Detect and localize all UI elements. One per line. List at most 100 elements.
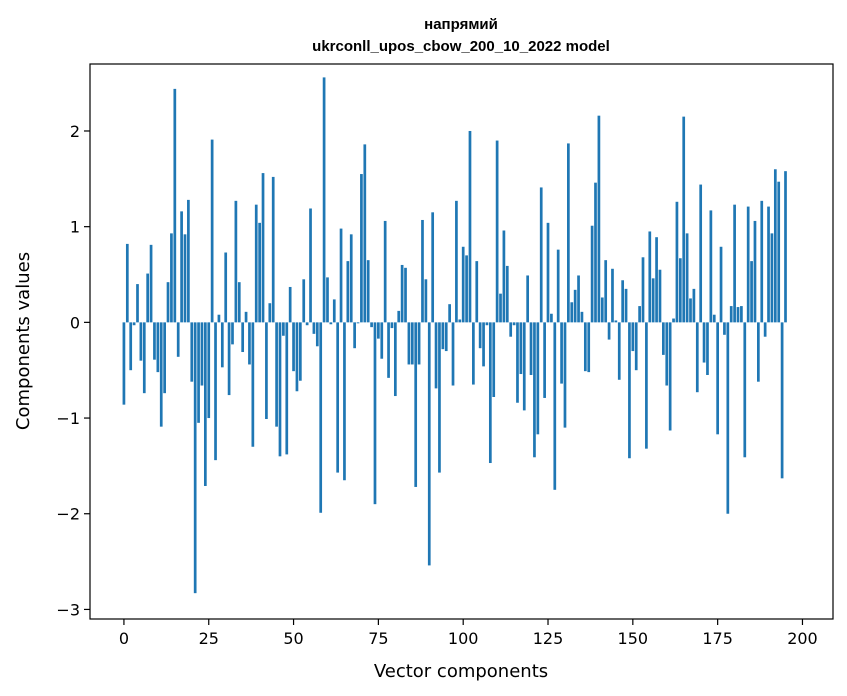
- bar: [332, 299, 336, 323]
- bar: [353, 322, 356, 349]
- bar: [560, 322, 563, 384]
- bar: [360, 174, 363, 323]
- bar: [773, 169, 777, 323]
- bar: [699, 184, 703, 323]
- bar: [309, 208, 312, 323]
- bar: [482, 322, 485, 367]
- bar: [356, 322, 360, 324]
- bar: [326, 277, 329, 323]
- x-axis-ticks: 0 25 50 75 100 125 150 175 200: [119, 619, 818, 648]
- bar: [417, 322, 421, 365]
- bar: [271, 176, 275, 323]
- bar: [159, 322, 163, 427]
- bar: [197, 322, 200, 423]
- bar: [567, 143, 570, 323]
- bar: [227, 322, 231, 396]
- bar: [444, 322, 448, 352]
- bar: [614, 320, 618, 323]
- bar: [407, 322, 411, 365]
- bar: [153, 322, 156, 360]
- bar: [522, 322, 526, 411]
- bar: [397, 310, 401, 323]
- bar: [716, 322, 719, 435]
- y-tick-label: −3: [56, 600, 80, 619]
- bar: [427, 322, 431, 566]
- chart-subtitle: ukrconll_upos_cbow_200_10_2022 model: [312, 38, 610, 55]
- x-tick-label: 125: [533, 629, 564, 648]
- bar: [726, 322, 730, 514]
- bar: [753, 220, 757, 323]
- bar: [187, 199, 190, 323]
- bar: [190, 322, 194, 382]
- bar: [695, 322, 699, 393]
- x-tick-label: 200: [787, 629, 818, 648]
- bar: [533, 322, 536, 458]
- y-tick-label: −2: [56, 505, 80, 524]
- bar: [183, 234, 187, 323]
- bar: [129, 322, 133, 371]
- bar: [455, 200, 458, 323]
- bar: [624, 288, 628, 323]
- bar: [780, 322, 784, 479]
- bar: [505, 265, 509, 323]
- bar: [492, 322, 496, 397]
- bar: [207, 322, 211, 419]
- bar: [712, 314, 716, 323]
- bar: [519, 322, 523, 375]
- bar: [424, 279, 428, 323]
- bar: [156, 322, 160, 373]
- bar: [346, 261, 350, 323]
- bar: [512, 322, 516, 326]
- bar: [556, 249, 560, 323]
- bar: [485, 322, 489, 326]
- bar: [709, 210, 713, 323]
- bar: [539, 187, 543, 323]
- bar: [163, 322, 166, 394]
- bar: [495, 140, 499, 323]
- bar: [692, 288, 696, 323]
- bar: [343, 322, 346, 481]
- bar: [200, 322, 204, 386]
- bar: [662, 322, 665, 355]
- bar: [390, 322, 394, 329]
- bar: [132, 322, 136, 326]
- bar: [305, 322, 309, 326]
- bar: [122, 322, 126, 405]
- chart-title: напрямий: [424, 16, 498, 33]
- bar: [393, 322, 397, 397]
- bar: [760, 200, 764, 323]
- bar: [193, 322, 197, 594]
- bar: [322, 77, 326, 323]
- bar: [553, 322, 557, 490]
- bar: [438, 322, 441, 473]
- bar: [268, 303, 272, 323]
- bar: [655, 237, 658, 323]
- bar: [719, 246, 723, 323]
- bar: [546, 222, 550, 323]
- bar: [373, 322, 377, 505]
- bar: [634, 322, 638, 371]
- bar: [319, 322, 323, 513]
- bar: [685, 233, 689, 323]
- bar: [740, 306, 743, 323]
- bar: [472, 322, 475, 385]
- y-axis-ticks: −3 −2 −1 0 1 2: [56, 122, 90, 619]
- bar: [468, 130, 472, 323]
- bar: [689, 298, 692, 323]
- bar: [136, 284, 139, 323]
- bar: [380, 322, 384, 359]
- bar: [244, 311, 248, 323]
- bar: [366, 260, 370, 323]
- bar: [254, 204, 258, 323]
- bar: [170, 233, 173, 323]
- bar: [261, 173, 265, 323]
- bar: [142, 322, 146, 394]
- y-tick-label: 0: [70, 313, 80, 332]
- bar: [746, 206, 750, 323]
- bar: [597, 115, 601, 323]
- bar: [410, 322, 414, 365]
- bar: [292, 322, 295, 372]
- y-tick-label: −1: [56, 409, 80, 428]
- x-tick-label: 75: [368, 629, 388, 648]
- bar: [339, 228, 343, 323]
